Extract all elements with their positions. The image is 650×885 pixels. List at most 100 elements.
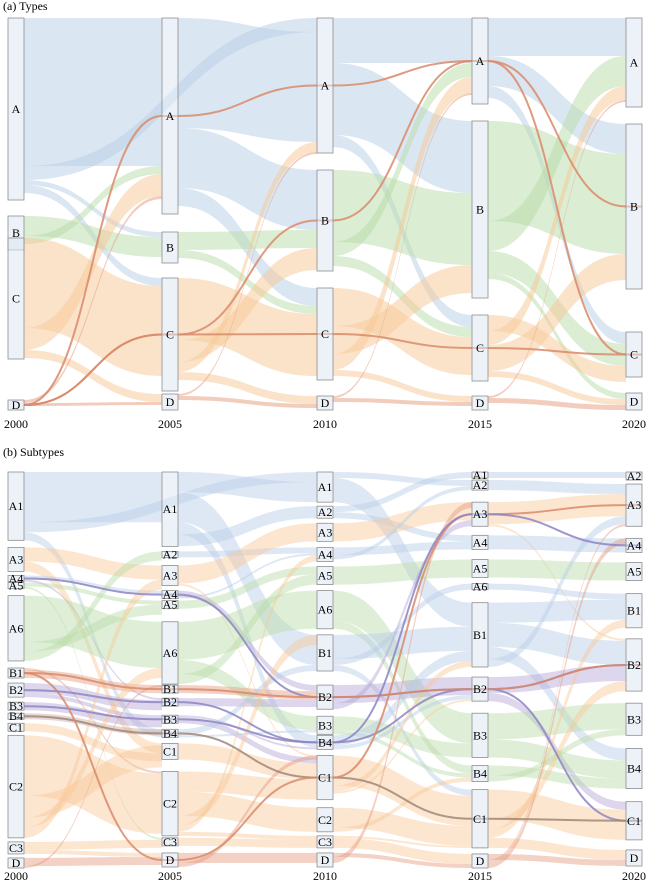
flow-band [333,63,472,193]
node-bar [161,17,179,215]
flow-band [178,743,317,780]
node-label: D [321,396,330,410]
flow-band [24,745,162,818]
year-axis: 2000 2005 2010 2015 2020 [4,417,646,431]
node-bar [625,331,643,378]
flow-band [178,791,317,832]
node-bar [316,734,334,750]
node-label: A1 [318,480,333,494]
node-label: A4 [9,572,24,586]
node-bar [7,701,25,711]
year-label: 2015 [468,417,492,431]
node-label: A3 [318,525,333,539]
node-bar [471,17,489,105]
year-axis: 2000 2005 2010 2015 2020 [4,869,646,883]
node-bar [316,169,334,272]
flow-band [488,619,626,838]
node-label: A5 [473,561,488,575]
flow-band [24,579,162,838]
year-label: 2020 [622,417,646,431]
node-bar [316,17,334,154]
flow-band [24,595,162,668]
node-bar [316,835,334,849]
node-bar [471,314,489,382]
node-bar [7,857,25,869]
flow-band [333,807,472,846]
node-bar [316,590,334,630]
node-label: A [630,56,639,70]
flow-band [24,472,162,523]
node-bar [625,849,643,867]
node-bar [7,582,25,589]
flow-band [178,664,317,736]
year-label: 2010 [313,417,337,431]
flow-band [24,839,162,850]
flow-band [333,472,472,513]
year-label: 2015 [468,869,492,883]
node-label: A3 [163,569,178,583]
flow-band [488,538,626,869]
node-label: A3 [473,507,488,521]
flow-band [24,196,162,403]
node-label: A6 [318,603,333,617]
flow-band [24,579,162,701]
node-label: B [321,214,329,228]
flow-band [178,250,317,314]
node-label: C3 [163,835,177,849]
flow-band [333,559,472,585]
flow-band [24,856,162,866]
flow-band [178,230,317,250]
node-bar [161,852,179,868]
node-label: C [630,348,638,362]
flow-band [178,590,317,660]
node-bar [161,277,179,392]
node-bar [625,123,643,290]
flow-band [488,524,626,641]
node-label: C [166,328,174,342]
node-bar [7,841,25,855]
node-label: B1 [163,682,177,696]
node-label: C1 [318,771,332,785]
flow-band [178,18,317,142]
flow-band [488,789,626,840]
flow-band [333,660,472,792]
flow-band [333,695,472,750]
flow-band [178,590,317,692]
node-label: A6 [9,621,24,635]
flow-band [488,516,626,667]
flow-band [488,100,626,398]
node-label: B4 [627,762,641,776]
node-bar [471,853,489,869]
node-label: B2 [473,682,487,696]
node-bar [161,231,179,264]
node-label: B [630,200,638,214]
node-bar [471,501,489,527]
node-bar [625,17,643,108]
year-label: 2005 [158,417,182,431]
flow-band [333,852,472,869]
node-label: A4 [163,588,178,602]
year-label: 2000 [4,417,28,431]
flow-band [178,831,317,840]
node-bar [7,237,25,360]
node-bar [316,807,334,833]
flow-band [24,604,162,652]
flow-band [333,650,472,746]
node-bar [471,602,489,668]
flow-band [333,502,472,863]
flow-band [333,502,472,542]
flow-band [333,664,472,796]
flow-band [24,849,162,857]
flow-band [488,273,626,399]
flow-band [24,582,162,605]
node-bar [161,684,179,694]
flow-band [488,254,626,371]
node-label: A5 [163,598,178,612]
node-label: A2 [627,469,642,483]
flow-band [24,532,162,738]
flow-band [24,350,162,402]
node-label: D [166,395,175,409]
flow-band [333,730,472,778]
flow-band [24,166,162,244]
